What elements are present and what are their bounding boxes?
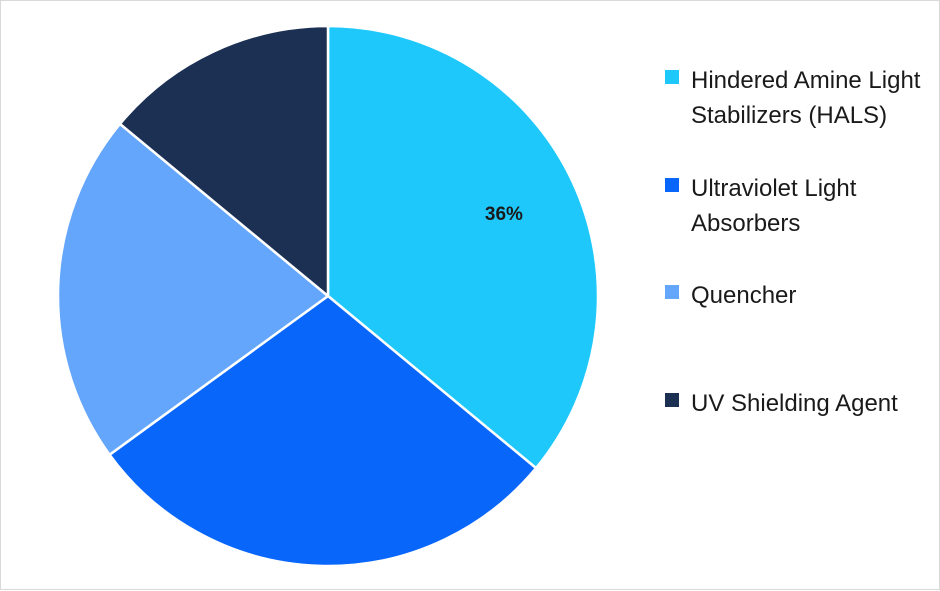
legend-swatch-hals (665, 70, 679, 84)
legend-item-quencher: Quencher (665, 278, 935, 313)
data-label-hals: 36% (485, 204, 523, 225)
pie-slice-uv-shielding-agent (118, 24, 330, 298)
legend-label-uv-shielding-agent: UV Shielding Agent (691, 390, 898, 417)
legend-swatch-uv-shielding-agent (665, 393, 679, 407)
legend-swatch-ultraviolet-light-absorbers (665, 178, 679, 192)
pie-slice-hals (326, 24, 600, 470)
pie-slice-quencher (56, 122, 330, 456)
legend-item-uv-shielding-agent: UV Shielding Agent (665, 386, 935, 421)
legend-item-hals: Hindered Amine Light Stabilizers (HALS) (665, 63, 935, 133)
legend-swatch-quencher (665, 285, 679, 299)
legend-label-ultraviolet-light-absorbers: Ultraviolet Light Absorbers (691, 175, 857, 237)
pie-slice-ultraviolet-light-absorbers (108, 294, 538, 568)
legend-item-ultraviolet-light-absorbers: Ultraviolet Light Absorbers (665, 171, 935, 241)
legend-label-quencher: Quencher (691, 282, 797, 309)
legend-label-hals: Hindered Amine Light Stabilizers (HALS) (691, 67, 921, 129)
